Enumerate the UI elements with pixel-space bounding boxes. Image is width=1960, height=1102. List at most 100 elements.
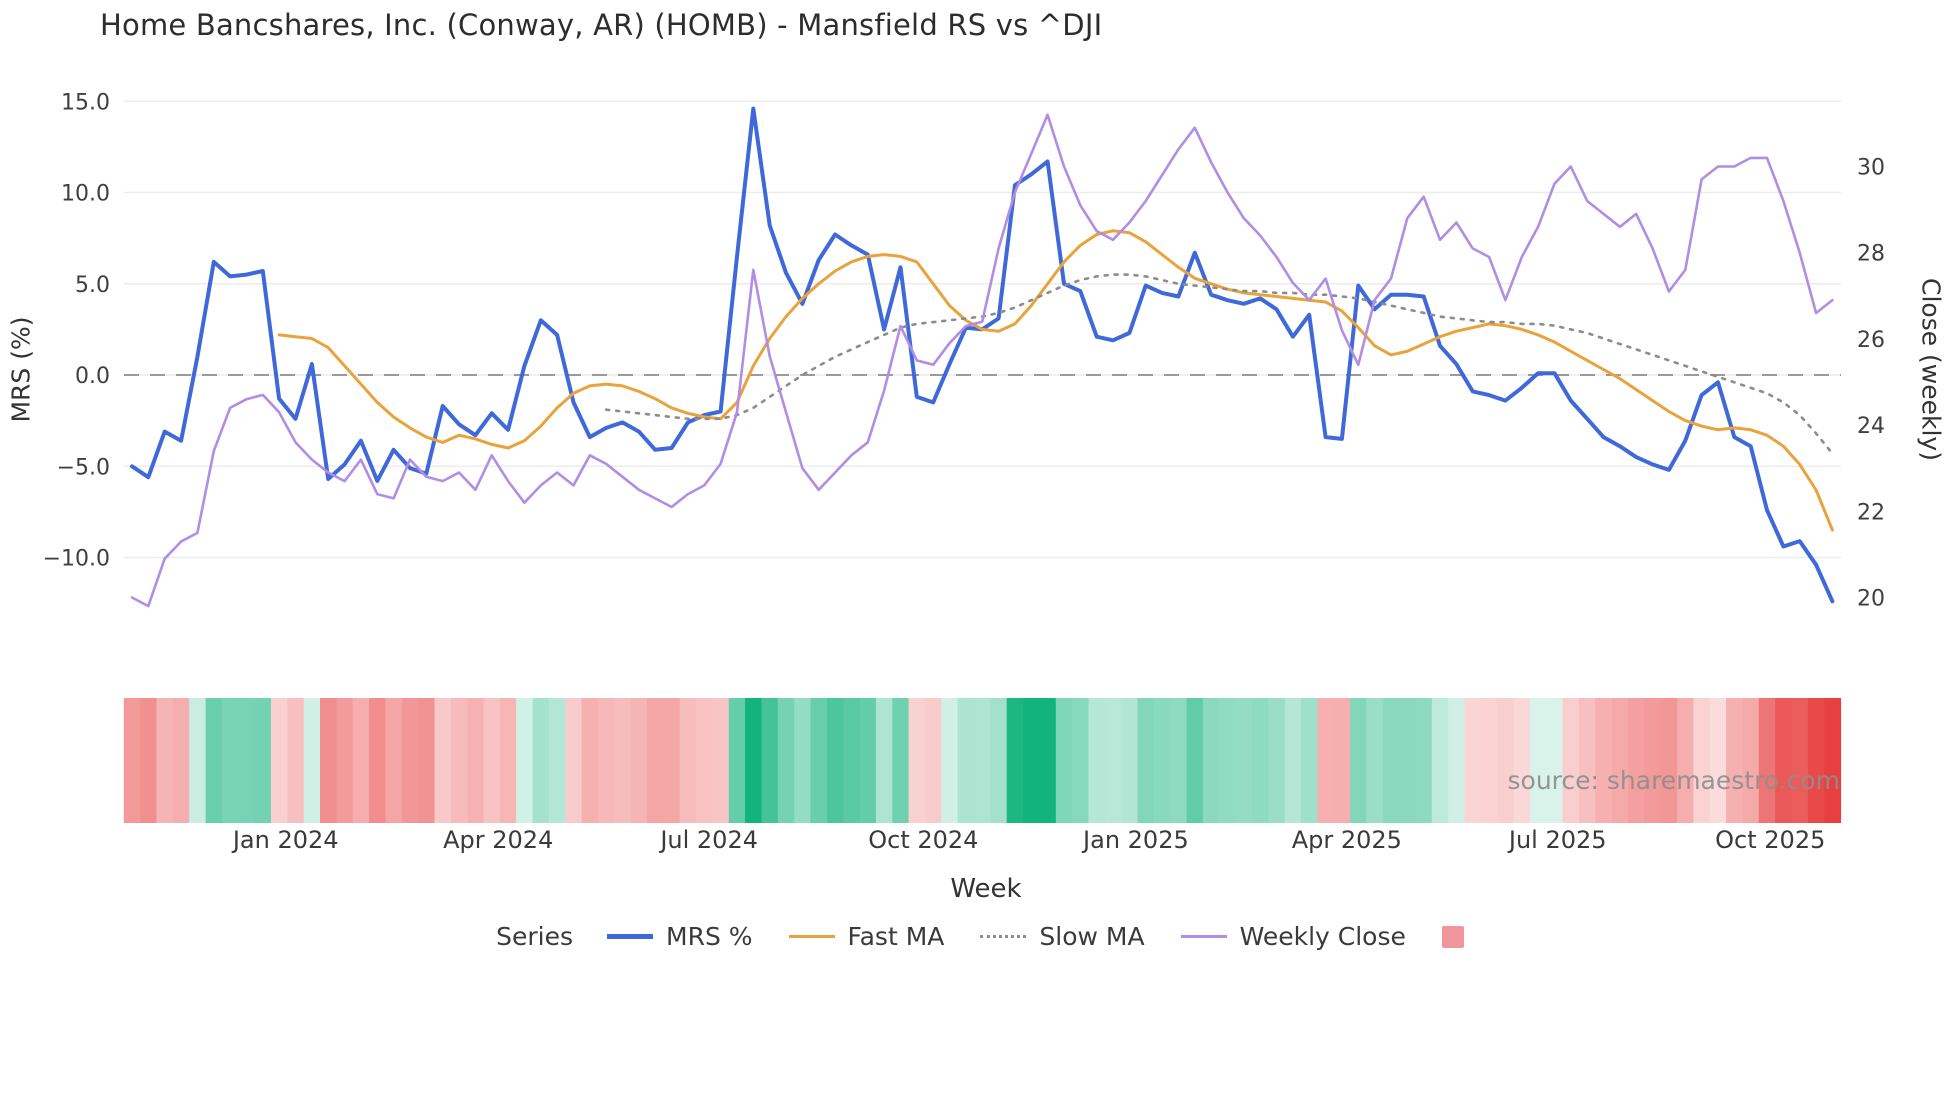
right-axis-tick-label: 30 [1857, 156, 1885, 181]
fast-ma-line [277, 229, 1834, 532]
heatmap-cell [221, 698, 239, 823]
heatmap-cell [1448, 698, 1466, 823]
heatmap-cell [1268, 698, 1286, 823]
heatmap-cell [1758, 698, 1776, 823]
right-axis-tick-label: 22 [1857, 500, 1885, 525]
heatmap-cell [826, 698, 844, 823]
legend-label-fast-ma: Fast MA [847, 922, 945, 951]
heatmap-cell [614, 698, 632, 823]
heatmap-cell [1807, 698, 1825, 823]
heatmap-cell [1153, 698, 1171, 823]
heatmap-cell [1709, 698, 1727, 823]
heatmap-cell [1742, 698, 1760, 823]
heatmap-cell [1644, 698, 1662, 823]
heatmap-cell [418, 698, 435, 823]
heatmap-cell [1366, 698, 1384, 823]
heatmap-cell [1252, 698, 1269, 823]
heatmap-cell [1350, 698, 1367, 823]
heatmap-cell [1480, 698, 1498, 823]
x-axis-tick-label: Oct 2024 [868, 826, 978, 854]
heatmap-cell [287, 698, 305, 823]
heatmap-cell [1284, 698, 1302, 823]
right-axis-tick-label: 28 [1857, 242, 1885, 267]
heatmap-cell [581, 698, 599, 823]
heatmap-cell [859, 698, 877, 823]
heatmap-cell [499, 698, 517, 823]
heatmap-cell [696, 698, 713, 823]
heatmap-cell [238, 698, 256, 823]
left-axis-tick-label: 15.0 [61, 90, 110, 115]
heatmap-cell [1628, 698, 1645, 823]
heatmap-cell [875, 698, 893, 823]
heatmap-cell [941, 698, 959, 823]
heatmap-cell [1431, 698, 1449, 823]
right-axis-title: Close (weekly) [1916, 278, 1946, 461]
heatmap-cell [1170, 698, 1188, 823]
heatmap-cell [1202, 698, 1220, 823]
heatmap-cell [1579, 698, 1596, 823]
legend-swatch-slow-ma [980, 935, 1027, 938]
heatmap-cell [205, 698, 223, 823]
x-axis-tick-label: Oct 2025 [1715, 826, 1825, 854]
heatmap-cell [761, 698, 779, 823]
x-axis-tick-label: Jul 2024 [658, 826, 758, 854]
heatmap-cell [663, 698, 681, 823]
heatmap-cell [303, 698, 321, 823]
heatmap-cell [728, 698, 746, 823]
heatmap-cell [336, 698, 354, 823]
heatmap-cell [516, 698, 534, 823]
heatmap-cell [908, 698, 926, 823]
left-axis-tick-label: 0.0 [75, 364, 110, 389]
x-axis-tick-label: Jan 2025 [1081, 826, 1189, 854]
heatmap-cell [1382, 698, 1400, 823]
heatmap-cell [974, 698, 991, 823]
heatmap-cell [1497, 698, 1515, 823]
heatmap-cell [1529, 698, 1547, 823]
heatmap-cell [1235, 698, 1253, 823]
right-axis-tick-label: 26 [1857, 328, 1885, 353]
heatmap-cell [172, 698, 190, 823]
heatmap-cell [1121, 698, 1139, 823]
left-axis-title: MRS (%) [6, 316, 36, 423]
left-axis-tick-label: −5.0 [57, 455, 110, 480]
heatmap-cell [647, 698, 664, 823]
heatmap-cell [1824, 698, 1842, 823]
legend-item-fast-ma: Fast MA [788, 922, 945, 951]
heatmap-cell [630, 698, 648, 823]
left-axis-tick-label: 5.0 [75, 273, 110, 298]
heatmap-cell [483, 698, 501, 823]
source-watermark: source: sharemaestro.com [1507, 766, 1841, 795]
heatmap-cell [1791, 698, 1809, 823]
heatmap-cell [548, 698, 566, 823]
heatmap-cell [271, 698, 288, 823]
legend-items: MRS % Fast MA Slow MA Weekly Close [607, 922, 1464, 951]
heatmap-cell [1301, 698, 1318, 823]
heatmap-cell [1464, 698, 1482, 823]
heatmap-cell [843, 698, 861, 823]
x-axis-tick-label: Jul 2025 [1507, 826, 1607, 854]
slow-ma-line [604, 273, 1834, 455]
heatmap-cell [401, 698, 419, 823]
heatmap-cell [189, 698, 207, 823]
heatmap-cell [1595, 698, 1613, 823]
heatmap-cell [1088, 698, 1106, 823]
weekly-close-line [130, 113, 1834, 608]
heatmap-cell [1562, 698, 1580, 823]
heatmap-cell [1006, 698, 1024, 823]
heatmap-cell [1415, 698, 1433, 823]
heatmap-cell [679, 698, 697, 823]
legend-swatch-heatmap [1441, 925, 1464, 948]
heatmap-cell [156, 698, 174, 823]
heatmap-cell [254, 698, 272, 823]
heatmap-cell [565, 698, 583, 823]
heatmap-cell [123, 698, 141, 823]
x-axis-tick-label: Jan 2024 [231, 826, 339, 854]
heatmap-cell [777, 698, 795, 823]
chart-title: Home Bancshares, Inc. (Conway, AR) (HOMB… [100, 8, 1103, 42]
x-axis-title: Week [950, 874, 1022, 904]
left-axis-tick-label: −10.0 [43, 547, 110, 572]
heatmap-cell [385, 698, 403, 823]
x-axis-tick-label: Apr 2025 [1292, 826, 1402, 854]
heatmap-cell [957, 698, 975, 823]
heatmap-cell [1399, 698, 1416, 823]
